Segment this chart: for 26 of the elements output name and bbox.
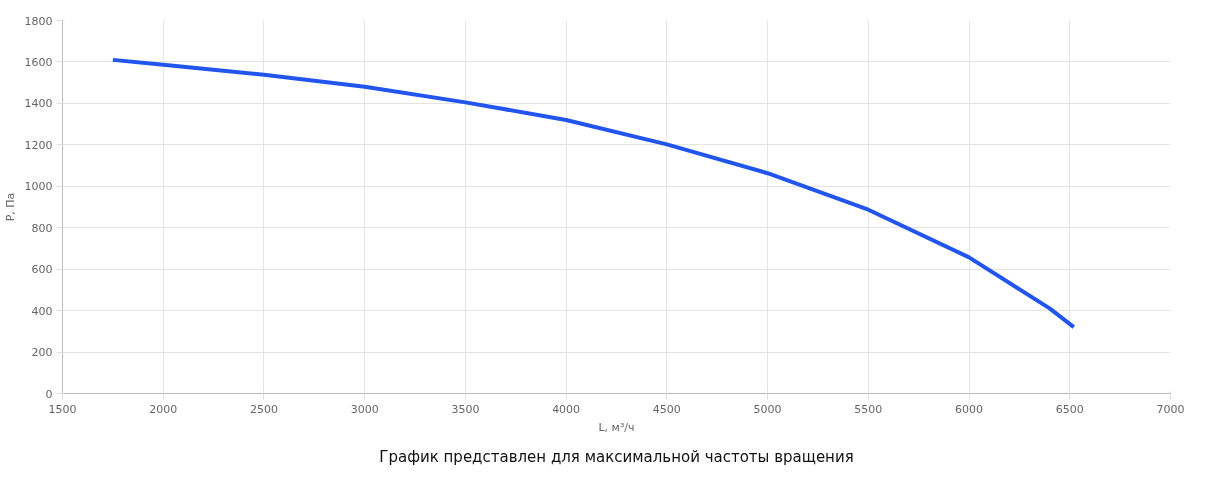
y-tick-label: 0 bbox=[45, 387, 53, 401]
y-tick-label: 400 bbox=[31, 304, 53, 318]
y-tick-label: 1200 bbox=[24, 138, 53, 152]
x-tick-label: 5000 bbox=[753, 402, 782, 416]
x-tick-label: 2500 bbox=[249, 402, 278, 416]
y-axis-title: P, Па bbox=[3, 192, 17, 222]
y-tick-label: 200 bbox=[31, 346, 53, 360]
y-tick-label: 1000 bbox=[24, 180, 53, 194]
x-tick-label: 1500 bbox=[48, 402, 77, 416]
x-tick-label: 6000 bbox=[955, 402, 984, 416]
line-series bbox=[110, 57, 1076, 330]
y-tick-label: 1800 bbox=[24, 14, 53, 28]
x-tick-label: 4000 bbox=[552, 402, 581, 416]
x-tick-label: 6500 bbox=[1055, 402, 1084, 416]
x-tick-label: 7000 bbox=[1156, 402, 1185, 416]
x-tick-label: 4500 bbox=[652, 402, 681, 416]
x-tick-label: 3500 bbox=[451, 402, 480, 416]
y-tick-label: 1400 bbox=[24, 97, 53, 111]
y-tick-label: 800 bbox=[31, 221, 53, 235]
text: График представлен для максимальной частоты вращения bbox=[379, 447, 854, 466]
y-tick-label: 600 bbox=[31, 263, 53, 277]
x-axis-title: L, м³/ч bbox=[598, 420, 635, 434]
x-tick-label: 5500 bbox=[854, 402, 883, 416]
x-tick-label: 3000 bbox=[350, 402, 379, 416]
y-tick-label: 1600 bbox=[24, 55, 53, 69]
x-tick-label: 2000 bbox=[149, 402, 178, 416]
